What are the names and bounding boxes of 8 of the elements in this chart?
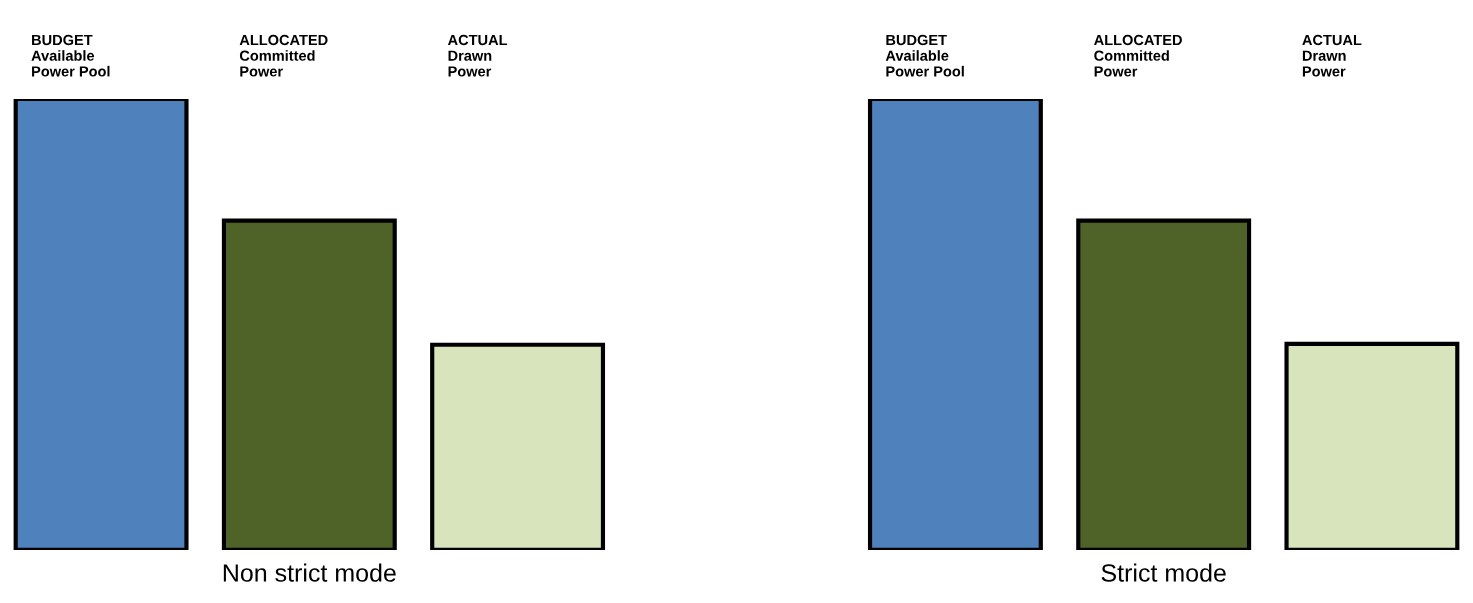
x-tick-label: ACTUAL Drawn Power [447,34,508,77]
x-tick-label: ALLOCATED Committed Power [239,34,328,77]
x-tick-label: BUDGET Available Power Pool [885,34,964,77]
x-tick-label: ACTUAL Drawn Power [1302,34,1362,77]
x-tick-label: ALLOCATED Committed Power [1094,34,1182,77]
x-tick-label: BUDGET Available Power Pool [31,34,110,77]
text: Strict mode [1101,563,1226,582]
text: Non strict mode [223,563,396,582]
